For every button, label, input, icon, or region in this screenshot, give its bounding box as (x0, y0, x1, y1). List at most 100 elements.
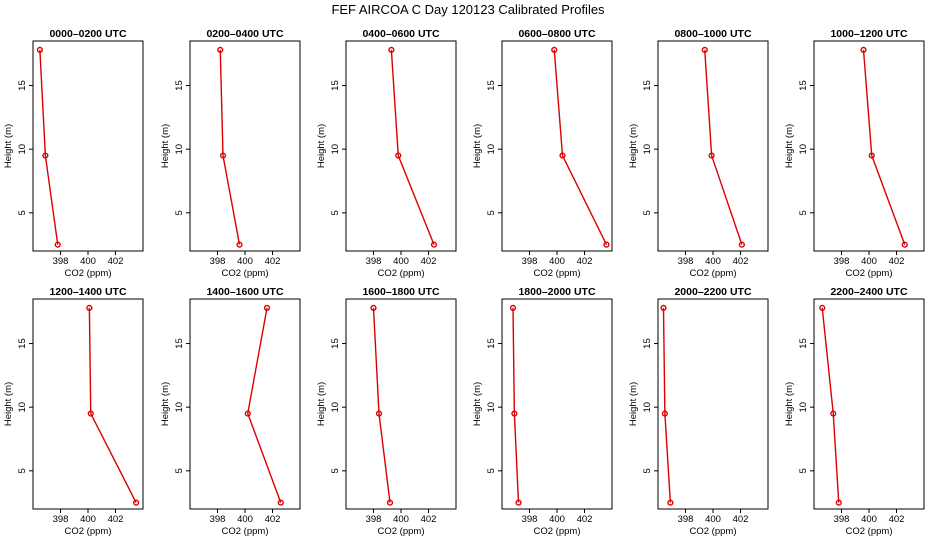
panel-11-xtick-label-402: 402 (733, 514, 749, 525)
panel-11-frame (657, 298, 769, 510)
panel-12-ytick-label-5: 5 (798, 468, 809, 473)
panel-4-ytick-label-5: 5 (486, 210, 497, 215)
panel-4-ytick-label-10: 10 (486, 144, 497, 155)
panel-3-ytick-label-5: 5 (330, 210, 341, 215)
panel-6-point-1 (901, 241, 908, 248)
panel-11-ylabel: Height (m) (628, 382, 639, 426)
panel-8-point-1 (277, 499, 284, 506)
panel-5-title: 0800–1000 UTC (674, 28, 751, 40)
panel-12-point-2 (830, 410, 837, 417)
panel-12-point-1 (835, 499, 842, 506)
panel-9-point-3 (370, 304, 377, 312)
panel-2-ytick-label-5: 5 (174, 210, 185, 215)
panel-12-xtick-label-402: 402 (889, 514, 905, 525)
panel-9-ylabel: Height (m) (316, 382, 327, 426)
panel-7-point-2 (87, 410, 94, 417)
panel-6-xtick-label-400: 400 (861, 256, 877, 267)
panel-6-frame (813, 40, 925, 252)
panel-7-ytick-label-10: 10 (17, 402, 28, 413)
panel-1-ylabel: Height (m) (3, 124, 14, 168)
panel-11-ytick-label-15: 15 (642, 338, 653, 349)
panel-9-profile-line (372, 307, 391, 503)
panel-3-title: 0400–0600 UTC (362, 28, 439, 40)
panel-9-xtick-label-402: 402 (421, 514, 437, 525)
panel-8-ytick-label-10: 10 (174, 402, 185, 413)
panel-9-frame (345, 298, 457, 510)
panel-9-title: 1600–1800 UTC (362, 286, 439, 298)
panel-10-frame (501, 298, 613, 510)
panel-9-ytick-label-10: 10 (330, 402, 341, 413)
panel-10-profile-line (512, 307, 520, 503)
panel-1-xtick-label-398: 398 (53, 256, 69, 267)
panel-2-xtick-label-400: 400 (237, 256, 253, 267)
panel-7-xtick-label-398: 398 (53, 514, 69, 525)
panel-8-title: 1400–1600 UTC (206, 286, 283, 298)
panel-11-title: 2000–2200 UTC (674, 286, 751, 298)
panel-2-profile-line (219, 49, 241, 245)
panel-4-ylabel: Height (m) (472, 124, 483, 168)
panel-9-ytick-label-5: 5 (330, 468, 341, 473)
panel-2-ytick-label-15: 15 (174, 80, 185, 91)
panel-8-profile-line (247, 307, 282, 503)
panel-10-ylabel: Height (m) (472, 382, 483, 426)
panel-1-profile-line (39, 49, 59, 245)
panel-3-point-2 (395, 152, 402, 159)
panel-10-point-2 (511, 410, 518, 417)
panel-9-ytick-label-15: 15 (330, 338, 341, 349)
panel-7-title: 1200–1400 UTC (49, 286, 126, 298)
panel-11-xlabel: CO2 (ppm) (690, 526, 737, 537)
panel-6-xtick-label-402: 402 (889, 256, 905, 267)
panel-2-xlabel: CO2 (ppm) (222, 268, 269, 279)
panel-9-xtick-label-398: 398 (366, 514, 382, 525)
panel-7-xlabel: CO2 (ppm) (65, 526, 112, 537)
panel-10-xtick-label-402: 402 (577, 514, 593, 525)
panel-4-xtick-label-402: 402 (577, 256, 593, 267)
panel-10-point-3 (509, 304, 517, 312)
panel-11-profile-line (662, 307, 672, 503)
panel-5-xlabel: CO2 (ppm) (690, 268, 737, 279)
panel-12-title: 2200–2400 UTC (830, 286, 907, 298)
panel-12-xlabel: CO2 (ppm) (846, 526, 893, 537)
panel-7-ytick-label-5: 5 (17, 468, 28, 473)
panel-12-ylabel: Height (m) (784, 382, 795, 426)
panel-3-profile-line (390, 49, 435, 245)
panel-10-ytick-label-10: 10 (486, 402, 497, 413)
panel-2-point-3 (217, 46, 224, 54)
panel-4-xtick-label-400: 400 (549, 256, 565, 267)
panel-5-xtick-label-398: 398 (678, 256, 694, 267)
panel-7-ytick-label-15: 15 (17, 338, 28, 349)
panel-5-point-2 (708, 152, 715, 159)
panel-4-xlabel: CO2 (ppm) (534, 268, 581, 279)
panel-5-ytick-label-5: 5 (642, 210, 653, 215)
panel-6-ylabel: Height (m) (784, 124, 795, 168)
panel-4-point-1 (603, 241, 610, 248)
panel-1-xtick-label-402: 402 (108, 256, 124, 267)
panel-2-title: 0200–0400 UTC (206, 28, 283, 40)
panel-8-xlabel: CO2 (ppm) (222, 526, 269, 537)
panel-5-xtick-label-402: 402 (733, 256, 749, 267)
panel-1-point-2 (42, 152, 49, 159)
panel-4-ytick-label-15: 15 (486, 80, 497, 91)
panel-1-point-3 (36, 46, 43, 54)
panel-9-xtick-label-400: 400 (393, 514, 409, 525)
panel-8-frame (189, 298, 301, 510)
panel-11-point-3 (660, 304, 667, 312)
panel-10-xtick-label-398: 398 (522, 514, 538, 525)
panel-1-title: 0000–0200 UTC (49, 28, 126, 40)
panel-10-ytick-label-15: 15 (486, 338, 497, 349)
panel-7-xtick-label-402: 402 (108, 514, 124, 525)
panel-12-ytick-label-15: 15 (798, 338, 809, 349)
panel-10-point-1 (515, 499, 522, 506)
panel-6-ytick-label-15: 15 (798, 80, 809, 91)
panel-9-point-1 (386, 499, 394, 506)
panel-6-xtick-label-398: 398 (834, 256, 850, 267)
panel-4-title: 0600–0800 UTC (518, 28, 595, 40)
panel-4-xtick-label-398: 398 (522, 256, 538, 267)
panel-12-xtick-label-398: 398 (834, 514, 850, 525)
panel-9-point-2 (375, 410, 383, 417)
panel-6-profile-line (862, 49, 906, 245)
panel-7-profile-line (88, 307, 137, 503)
panel-2-ytick-label-10: 10 (174, 144, 185, 155)
panel-2-ylabel: Height (m) (160, 124, 171, 168)
panel-4-profile-line (553, 49, 608, 245)
